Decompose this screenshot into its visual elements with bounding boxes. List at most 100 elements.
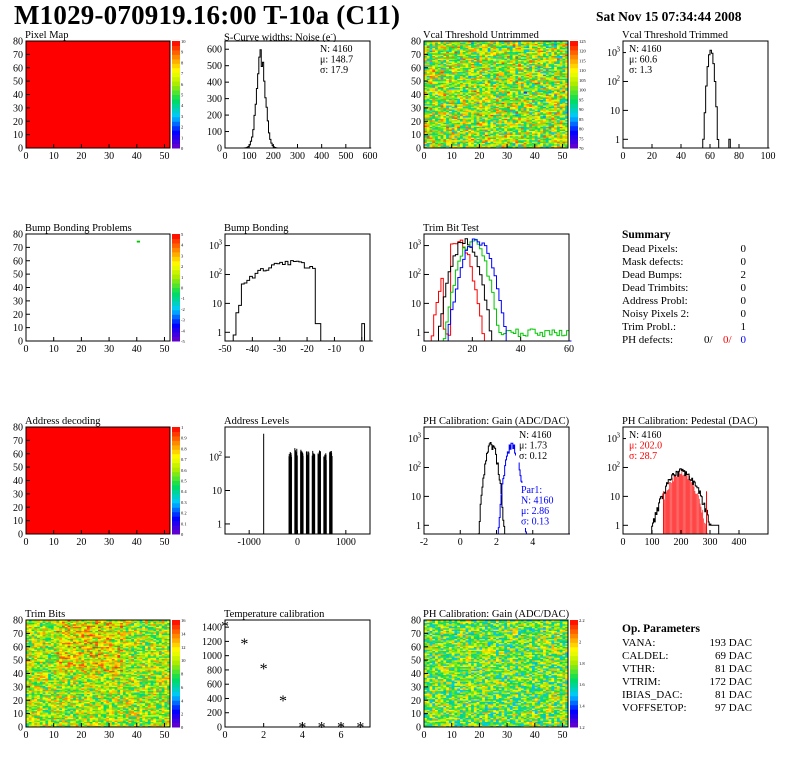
- heatmap-cell: [465, 62, 469, 65]
- heatmap-cell: [501, 139, 505, 142]
- heatmap-cell: [424, 75, 428, 78]
- heatmap-cell: [545, 105, 549, 107]
- heatmap-cell: [526, 79, 530, 82]
- color-scale-cell: [570, 107, 578, 113]
- heatmap-cell: [460, 57, 464, 59]
- heatmap-cell: [490, 74, 494, 77]
- heatmap-cell: [31, 678, 35, 681]
- heatmap-cell: [512, 115, 516, 118]
- heatmap-cell: [437, 110, 441, 113]
- heatmap-cell: [484, 54, 488, 57]
- heatmap-cell: [451, 133, 455, 135]
- heatmap-cell: [520, 109, 524, 111]
- color-scale-cell: [172, 480, 180, 486]
- heatmap-cell: [28, 684, 32, 686]
- heatmap-cell: [460, 117, 464, 119]
- heatmap-cell: [446, 73, 450, 75]
- heatmap-cell: [507, 93, 511, 95]
- heatmap-cell: [529, 105, 533, 107]
- heatmap-cell: [460, 103, 464, 106]
- heatmap-cell: [34, 706, 38, 709]
- heatmap-cell: [426, 142, 430, 145]
- heatmap-cell: [487, 118, 491, 121]
- heatmap-cell: [565, 110, 569, 113]
- heatmap-cell: [454, 123, 458, 126]
- heatmap-cell: [37, 657, 41, 660]
- heatmap-cell: [446, 69, 450, 71]
- heatmap-cell: [520, 123, 524, 126]
- heatmap-cell: [28, 725, 32, 728]
- heatmap-cell: [429, 130, 433, 133]
- heatmap-cell: [448, 91, 452, 94]
- heatmap-cell: [479, 62, 483, 65]
- x-tick-label: 20: [474, 151, 484, 162]
- heatmap-cell: [446, 87, 450, 90]
- heatmap-cell: [534, 133, 538, 135]
- heatmap-cell: [484, 106, 488, 109]
- heatmap-cell: [523, 126, 527, 129]
- heatmap-cell: [476, 86, 480, 89]
- heatmap-cell: [548, 103, 552, 106]
- color-scale-cell: [172, 332, 180, 338]
- heatmap-cell: [551, 133, 555, 135]
- heatmap-cell: [556, 55, 560, 58]
- heatmap-cell: [440, 146, 444, 149]
- y-tick-label: 50: [13, 270, 23, 281]
- heatmap-cell: [424, 53, 428, 55]
- heatmap-cell: [551, 127, 555, 130]
- heatmap-cell: [31, 666, 35, 669]
- heatmap-cell: [37, 664, 41, 666]
- heatmap-cell: [526, 49, 530, 51]
- heatmap-cell: [429, 79, 433, 82]
- heatmap-cell: [462, 87, 466, 90]
- heatmap-cell: [440, 41, 444, 43]
- heatmap-cell: [523, 42, 527, 44]
- heatmap-cell: [545, 111, 549, 114]
- heatmap-cell: [451, 46, 455, 48]
- heatmap-cell: [515, 119, 519, 122]
- heatmap-cell: [507, 47, 511, 50]
- heatmap-cell: [432, 113, 436, 115]
- heatmap-cell: [562, 113, 566, 115]
- heatmap-cell: [509, 145, 513, 147]
- heatmap-cell: [484, 142, 488, 145]
- heatmap-cell: [440, 81, 444, 83]
- heatmap-cell: [565, 105, 569, 107]
- heatmap-cell: [443, 83, 447, 86]
- heatmap-cell: [39, 644, 43, 646]
- heatmap-cell: [446, 137, 450, 139]
- heatmap-cell: [529, 89, 533, 91]
- heatmap-cell: [490, 59, 494, 62]
- heatmap-cell: [498, 143, 502, 146]
- heatmap-cell: [509, 125, 513, 127]
- heatmap-cell: [532, 59, 536, 62]
- heatmap-cell: [565, 49, 569, 51]
- heatmap-cell: [509, 133, 513, 135]
- heatmap-cell: [432, 73, 436, 75]
- heatmap-cell: [493, 74, 497, 77]
- heatmap-cell: [518, 87, 522, 90]
- heatmap-cell: [501, 143, 505, 146]
- heatmap-cell: [501, 65, 505, 67]
- heatmap-cell: [490, 98, 494, 101]
- heatmap-cell: [28, 640, 32, 642]
- heatmap-cell: [512, 47, 516, 50]
- heatmap-cell: [426, 55, 430, 58]
- heatmap-cell: [526, 103, 530, 106]
- y-tick-label: 20: [13, 503, 23, 514]
- heatmap-cell: [512, 45, 516, 47]
- heatmap-cell: [554, 46, 558, 48]
- heatmap-cell: [548, 71, 552, 74]
- heatmap-cell: [26, 700, 30, 702]
- heatmap-cell: [39, 708, 43, 710]
- heatmap-cell: [526, 138, 530, 141]
- heatmap-cell: [446, 135, 450, 138]
- heatmap-cell: [476, 113, 480, 115]
- heatmap-cell: [435, 134, 439, 137]
- heatmap-cell: [471, 70, 475, 73]
- heatmap-cell: [432, 47, 436, 50]
- heatmap-cell: [34, 688, 38, 690]
- heatmap-cell: [543, 131, 547, 134]
- heatmap-cell: [432, 122, 436, 125]
- heatmap-cell: [42, 708, 46, 710]
